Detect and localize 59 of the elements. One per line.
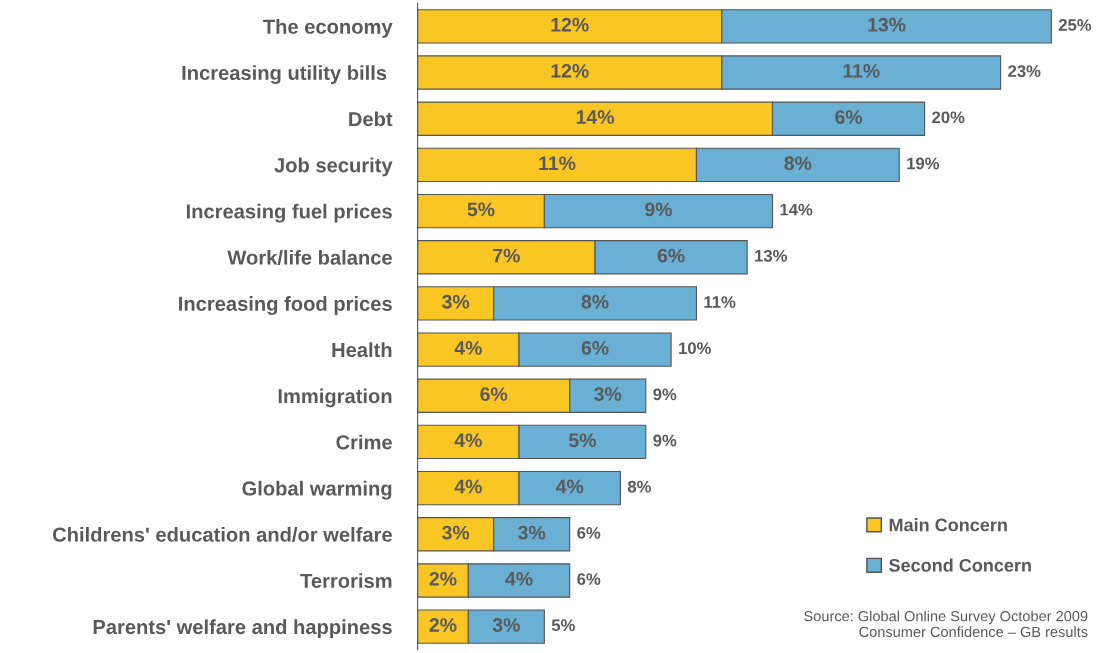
total-label: 5%: [551, 619, 575, 632]
data-label: 11%: [539, 156, 576, 171]
data-label: 6%: [581, 341, 609, 355]
data-label: 3%: [518, 525, 546, 540]
y-tick-label: Global warming: [242, 480, 392, 500]
total-label: 6%: [577, 573, 601, 585]
y-tick-label: Parents' welfare and happiness: [93, 619, 392, 639]
data-label: 5%: [568, 433, 596, 448]
y-tick-label: Job security: [274, 157, 393, 177]
data-label: 8%: [784, 156, 812, 171]
data-label: 8%: [581, 294, 609, 309]
y-tick-label: Childrens' education and/or welfare: [52, 527, 392, 542]
data-label: 6%: [657, 248, 685, 263]
data-label: 4%: [454, 433, 482, 448]
data-label: 6%: [480, 387, 508, 401]
y-tick-label: Immigration: [278, 388, 392, 408]
y-tick-label: Terrorism: [300, 573, 392, 588]
data-label: 4%: [555, 479, 584, 494]
data-label: 11%: [843, 64, 880, 78]
y-tick-label: Crime: [336, 434, 392, 450]
y-tick-label: Increasing utility bills: [182, 65, 387, 85]
total-label: 6%: [577, 526, 601, 539]
total-label: 20%: [932, 111, 965, 124]
data-label: 4%: [454, 341, 482, 355]
total-label: 14%: [780, 203, 813, 216]
y-tick-label: Work/life balance: [227, 249, 392, 265]
data-label: 2%: [429, 618, 457, 632]
data-label: 3%: [594, 387, 622, 402]
data-label: 12%: [551, 17, 589, 32]
total-label: 8%: [627, 480, 652, 493]
legend-label: Main Concern: [889, 518, 1007, 532]
total-label: 13%: [755, 249, 788, 262]
y-tick-label: Health: [332, 342, 392, 358]
data-label: 3%: [442, 294, 470, 309]
data-label: 2%: [429, 571, 457, 586]
data-label: 5%: [467, 202, 495, 217]
y-tick-label: Debt: [349, 111, 393, 127]
total-label: 9%: [653, 388, 677, 401]
y-tick-label: Increasing food prices: [179, 296, 392, 315]
total-label: 19%: [907, 157, 940, 170]
total-label: 9%: [653, 434, 677, 447]
annotation: Source: Global Online Survey October 2009 Consumer Confidence – GB results: [804, 610, 1088, 638]
y-tick-label: The economy: [263, 19, 393, 38]
total-label: 10%: [679, 342, 711, 355]
data-label: 12%: [551, 63, 589, 78]
data-label: 4%: [505, 571, 533, 586]
data-label: 6%: [835, 110, 863, 124]
total-label: 11%: [704, 296, 736, 308]
legend-label: Second Concern: [889, 558, 1031, 572]
data-label: 4%: [454, 479, 482, 494]
y-tick-label: Increasing fuel prices: [186, 203, 392, 223]
data-label: 3%: [492, 618, 520, 632]
data-label: 3%: [442, 525, 470, 540]
data-label: 13%: [868, 17, 906, 32]
total-label: 23%: [1008, 65, 1041, 78]
data-label: 9%: [645, 202, 672, 217]
total-label: 25%: [1058, 19, 1092, 31]
data-label: 14%: [576, 110, 615, 124]
data-label: 7%: [493, 248, 520, 263]
